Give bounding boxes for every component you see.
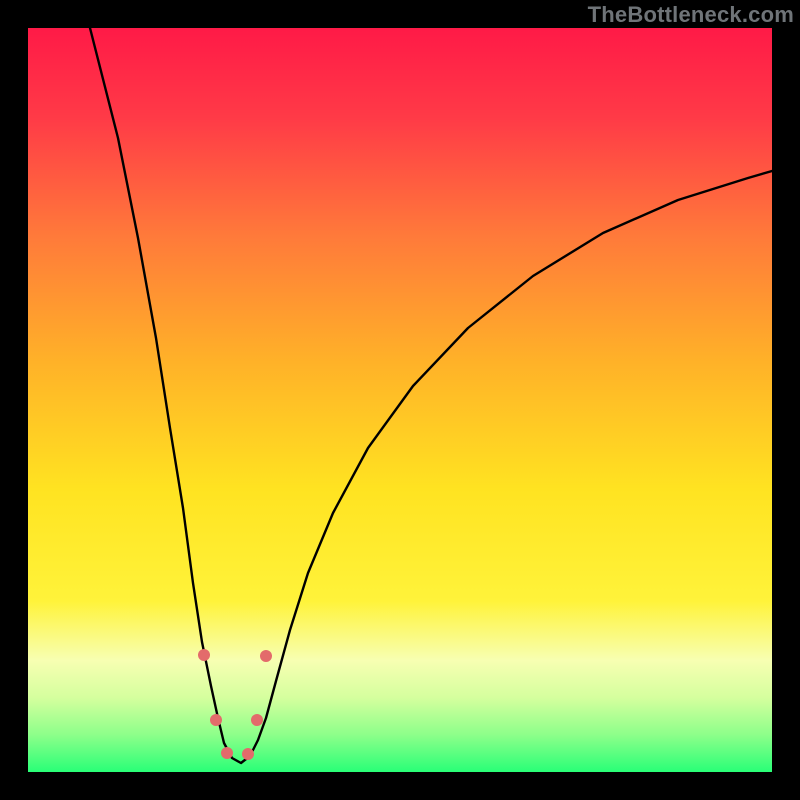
convergence-markers-group [198,649,272,760]
plot-area [28,28,772,772]
bottleneck-curve [90,28,772,763]
watermark-text: TheBottleneck.com [588,2,794,28]
convergence-marker [260,650,272,662]
chart-svg [28,28,772,772]
convergence-marker [210,714,222,726]
convergence-marker [251,714,263,726]
outer-frame: TheBottleneck.com [0,0,800,800]
convergence-marker [221,747,233,759]
convergence-marker [198,649,210,661]
convergence-marker [242,748,254,760]
